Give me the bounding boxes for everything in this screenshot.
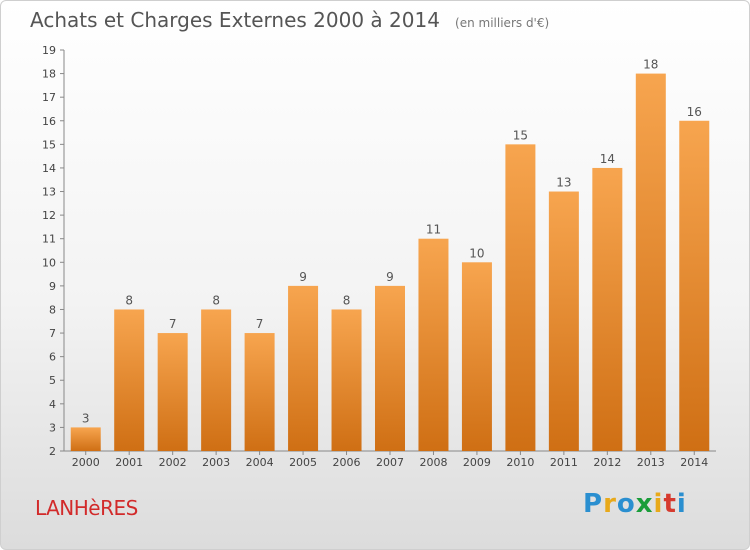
y-tick-label: 18 [42,68,56,81]
x-tick-label: 2004 [246,456,274,469]
bar [418,238,449,451]
y-tick-label: 19 [42,44,56,57]
bar [201,309,232,451]
bar-value-label: 3 [82,411,90,425]
value-labels: 3 8 7 8 7 9 8 9 11 10 15 13 14 18 16 [82,58,702,426]
y-tick-label: 4 [49,398,56,411]
bar [244,333,275,451]
y-tick-label: 12 [42,209,56,222]
logo-letter: r [603,489,617,519]
bar [679,120,710,451]
bar-value-label: 9 [386,270,394,284]
bar [157,333,188,451]
x-tick-label: 2012 [593,456,621,469]
bar [635,73,666,452]
x-tick-label: 2007 [376,456,404,469]
bar [331,309,362,451]
y-tick-label: 11 [42,233,56,246]
logo-letter: i [676,489,687,519]
y-tick-label: 5 [49,374,56,387]
logo-letter: P [583,489,604,519]
y-tick-label: 17 [42,91,56,104]
logo-letter: t [663,489,677,519]
bar-value-label: 9 [299,270,307,284]
y-tick-label: 8 [49,303,56,316]
x-tick-label: 2013 [637,456,665,469]
x-tick-label: 2009 [463,456,491,469]
y-tick-label: 7 [49,327,56,340]
y-tick-label: 16 [42,115,56,128]
proxiti-logo: Proxiti [583,489,687,519]
bar [548,191,579,451]
bar-value-label: 7 [256,317,264,331]
x-tick-label: 2010 [506,456,534,469]
bar-value-label: 7 [169,317,177,331]
y-tick-label: 13 [42,186,56,199]
bar [592,167,623,452]
bar [375,285,405,451]
y-tick-label: 6 [49,351,56,364]
y-tick-label: 9 [49,280,56,293]
x-tick-label: 2011 [550,456,578,469]
bars [70,73,710,452]
x-tick-label: 2005 [289,456,317,469]
logo-letter: x [635,489,654,519]
bar-value-label: 15 [513,128,528,142]
chart-title: Achats et Charges Externes 2000 à 2014 [30,8,440,32]
bar-value-label: 8 [125,293,133,307]
x-tick-label: 2003 [202,456,230,469]
y-tick-label: 15 [42,138,56,151]
bar [114,309,145,451]
x-tick-label: 2008 [419,456,447,469]
bar-value-label: 18 [643,58,658,72]
y-tick-label: 3 [49,421,56,434]
bar [288,285,319,451]
x-tick-label: 2014 [680,456,708,469]
y-tick-label: 14 [42,162,56,175]
logo-letter: o [616,489,636,519]
title-row: Achats et Charges Externes 2000 à 2014 (… [30,8,549,32]
y-tick-label: 2 [49,445,56,458]
bar-value-label: 13 [556,176,571,190]
y-tick-label: 10 [42,256,56,269]
x-tick-label: 2000 [72,456,100,469]
logo-letter: i [653,489,664,519]
chart-subtitle: (en milliers d'€) [455,16,550,30]
bar-value-label: 8 [212,293,220,307]
bar [461,262,492,451]
x-tick-label: 2002 [159,456,187,469]
place-name: LANHèRES [35,496,138,520]
bar [505,144,536,451]
bar-value-label: 8 [343,293,351,307]
x-tick-label: 2001 [115,456,143,469]
x-tick-label: 2006 [333,456,361,469]
bar-value-label: 16 [687,105,702,119]
bar-value-label: 10 [469,246,484,260]
bar [70,427,101,451]
bar-value-label: 14 [600,152,615,166]
bar-value-label: 11 [426,223,441,237]
